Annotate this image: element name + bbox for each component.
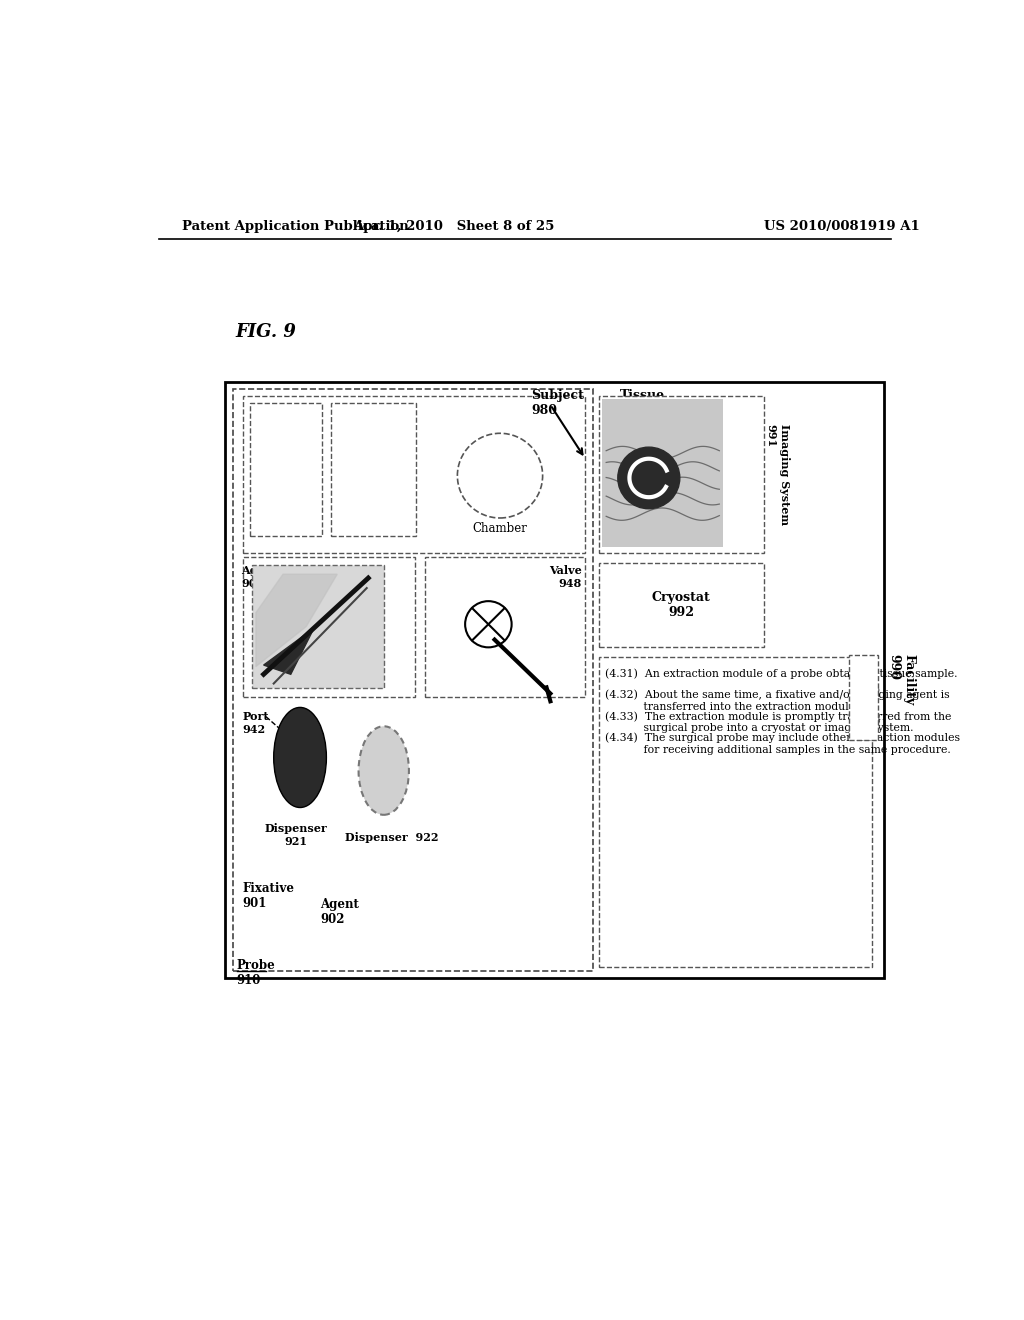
- Text: Dispenser
921: Dispenser 921: [265, 822, 328, 846]
- Text: Portion
944: Portion 944: [256, 569, 302, 593]
- Text: Facility
990: Facility 990: [888, 655, 915, 706]
- Text: (4.31)  An extraction module of a probe obtains a tissue sample.: (4.31) An extraction module of a probe o…: [605, 669, 957, 680]
- Bar: [602, 399, 723, 548]
- Text: Imaging System
991: Imaging System 991: [766, 424, 790, 524]
- Text: Fixative
901: Fixative 901: [243, 882, 295, 911]
- Text: Tissue
985: Tissue 985: [621, 389, 666, 417]
- Polygon shape: [256, 574, 337, 667]
- Text: Chamber: Chamber: [472, 521, 527, 535]
- Text: 973: 973: [856, 714, 881, 727]
- Text: Subject
980: Subject 980: [531, 389, 584, 417]
- Text: Probe
910: Probe 910: [237, 960, 275, 987]
- Text: FIG. 9: FIG. 9: [234, 322, 296, 341]
- Text: Valve
948: Valve 948: [549, 565, 582, 589]
- Text: 971: 971: [856, 664, 881, 677]
- Bar: [252, 565, 384, 688]
- Bar: [599, 562, 764, 647]
- Bar: [425, 557, 586, 697]
- Polygon shape: [263, 628, 314, 675]
- Text: (4.33)  The extraction module is promptly transferred from the
           surgic: (4.33) The extraction module is promptly…: [605, 711, 951, 734]
- Circle shape: [617, 447, 680, 508]
- Text: Apr. 1, 2010   Sheet 8 of 25: Apr. 1, 2010 Sheet 8 of 25: [353, 219, 554, 232]
- Text: Cryostat
992: Cryostat 992: [652, 591, 711, 619]
- Text: (4.34)  The surgical probe may include other extraction modules
           for r: (4.34) The surgical probe may include ot…: [605, 733, 961, 755]
- Text: Agent
902: Agent 902: [321, 898, 359, 925]
- Text: Module
952: Module 952: [349, 455, 398, 483]
- Circle shape: [465, 601, 512, 647]
- Bar: [331, 404, 417, 536]
- Text: (4.32)  About the same time, a fixative and/or imaging agent is
           trans: (4.32) About the same time, a fixative a…: [605, 689, 950, 711]
- Ellipse shape: [458, 433, 543, 517]
- Bar: [251, 404, 322, 536]
- Text: Port
942: Port 942: [243, 711, 269, 735]
- Text: Module
951: Module 951: [261, 455, 311, 483]
- Bar: [243, 557, 415, 697]
- Bar: [232, 389, 593, 970]
- Bar: [599, 396, 764, 553]
- Text: 972: 972: [856, 686, 881, 700]
- Text: 955: 955: [485, 469, 514, 483]
- Bar: [599, 657, 872, 966]
- Bar: [225, 381, 884, 978]
- Ellipse shape: [358, 726, 409, 814]
- Bar: [243, 396, 586, 553]
- Text: Dispenser  922: Dispenser 922: [345, 832, 438, 843]
- Text: Patent Application Publication: Patent Application Publication: [182, 219, 409, 232]
- Text: US 2010/0081919 A1: US 2010/0081919 A1: [764, 219, 920, 232]
- Ellipse shape: [273, 708, 327, 808]
- Bar: [849, 655, 879, 739]
- Text: Agent
903: Agent 903: [241, 565, 279, 589]
